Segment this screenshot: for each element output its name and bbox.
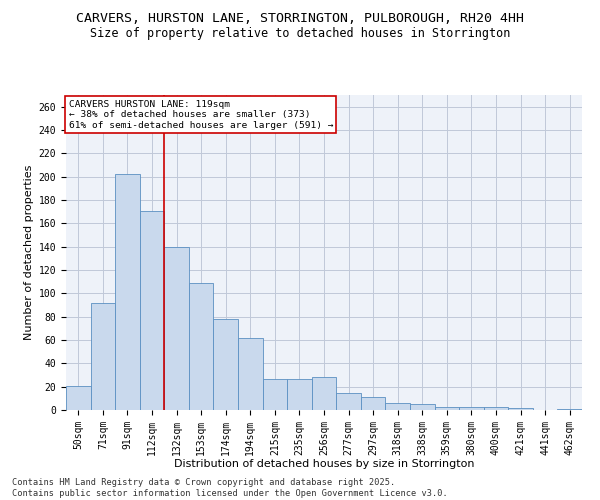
- Bar: [115, 174, 140, 410]
- Bar: [336, 392, 361, 410]
- Bar: [385, 403, 410, 410]
- Bar: [484, 406, 508, 410]
- X-axis label: Distribution of detached houses by size in Storrington: Distribution of detached houses by size …: [174, 459, 474, 469]
- Bar: [361, 397, 385, 410]
- Text: CARVERS HURSTON LANE: 119sqm
← 38% of detached houses are smaller (373)
61% of s: CARVERS HURSTON LANE: 119sqm ← 38% of de…: [68, 100, 333, 130]
- Bar: [66, 386, 91, 410]
- Bar: [287, 378, 312, 410]
- Text: Contains HM Land Registry data © Crown copyright and database right 2025.
Contai: Contains HM Land Registry data © Crown c…: [12, 478, 448, 498]
- Bar: [238, 338, 263, 410]
- Bar: [459, 406, 484, 410]
- Text: Size of property relative to detached houses in Storrington: Size of property relative to detached ho…: [90, 28, 510, 40]
- Bar: [263, 378, 287, 410]
- Bar: [410, 404, 434, 410]
- Bar: [312, 378, 336, 410]
- Bar: [214, 319, 238, 410]
- Bar: [164, 246, 189, 410]
- Text: CARVERS, HURSTON LANE, STORRINGTON, PULBOROUGH, RH20 4HH: CARVERS, HURSTON LANE, STORRINGTON, PULB…: [76, 12, 524, 26]
- Bar: [557, 409, 582, 410]
- Bar: [434, 406, 459, 410]
- Bar: [140, 210, 164, 410]
- Bar: [508, 408, 533, 410]
- Bar: [189, 283, 214, 410]
- Y-axis label: Number of detached properties: Number of detached properties: [25, 165, 34, 340]
- Bar: [91, 302, 115, 410]
